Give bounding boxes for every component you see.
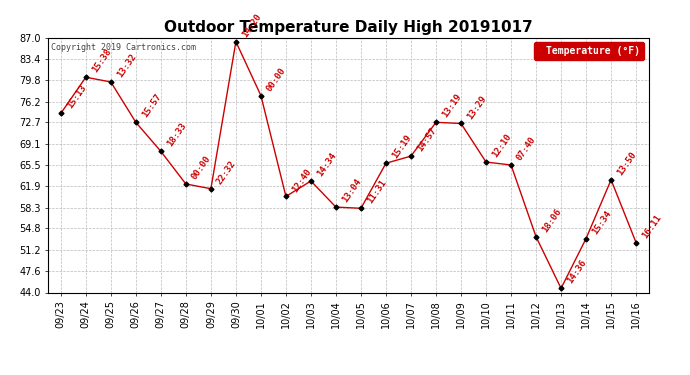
Text: 14:34: 14:34 [315,151,338,178]
Text: 12:10: 12:10 [490,132,513,159]
Text: 14:20: 14:20 [240,12,263,39]
Text: 13:29: 13:29 [465,93,488,121]
Text: 00:00: 00:00 [190,154,213,181]
Legend: Temperature (°F): Temperature (°F) [534,42,644,60]
Text: 11:31: 11:31 [365,178,388,206]
Text: 15:38: 15:38 [90,47,112,75]
Text: 13:04: 13:04 [340,177,363,204]
Text: 07:40: 07:40 [515,135,538,162]
Text: 00:00: 00:00 [265,66,288,93]
Text: Copyright 2019 Cartronics.com: Copyright 2019 Cartronics.com [51,43,196,52]
Text: 14:57: 14:57 [415,126,438,153]
Text: 15:34: 15:34 [590,209,613,236]
Text: 22:32: 22:32 [215,159,238,186]
Text: 13:19: 13:19 [440,92,463,120]
Text: 12:40: 12:40 [290,166,313,194]
Text: 15:13: 15:13 [65,84,88,111]
Text: 18:33: 18:33 [165,122,188,148]
Title: Outdoor Temperature Daily High 20191017: Outdoor Temperature Daily High 20191017 [164,20,533,35]
Text: 16:11: 16:11 [640,213,663,240]
Text: 15:19: 15:19 [390,133,413,160]
Text: 15:57: 15:57 [140,92,163,120]
Text: 18:06: 18:06 [540,207,563,234]
Text: 13:32: 13:32 [115,52,138,79]
Text: 14:36: 14:36 [565,258,588,286]
Text: 13:50: 13:50 [615,150,638,177]
